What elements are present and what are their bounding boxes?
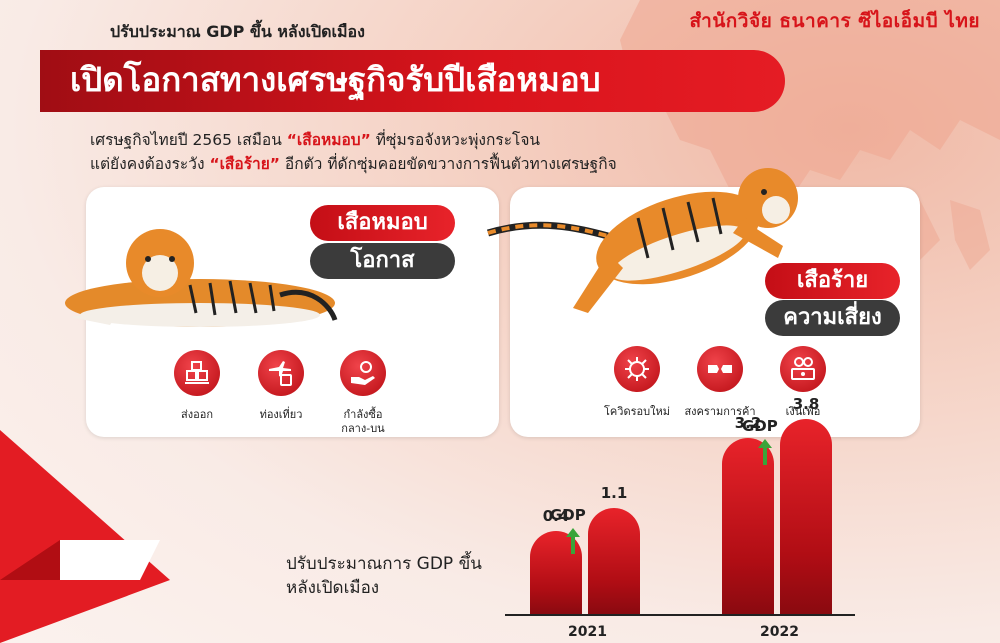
intro-line-1-a: เศรษฐกิจไทยปี 2565 เสมือน	[90, 131, 287, 149]
intro-line-2: แต่ยังคงต้องระวัง “เสือร้าย” อีกตัว ที่ด…	[90, 152, 617, 176]
intro-text: เศรษฐกิจไทยปี 2565 เสมือน “เสือหมอบ” ที่…	[90, 128, 617, 176]
money-inflation-icon	[780, 346, 826, 392]
chart-note-line-1: ปรับประมาณการ GDP ขึ้น	[286, 554, 482, 574]
leaping-tiger-illustration	[486, 168, 798, 313]
intro-line-2-b: อีกตัว ที่ดักซุ่มคอยขัดขวางการฟื้นตัวทาง…	[280, 155, 617, 173]
tag-opportunity: โอกาส	[310, 243, 455, 279]
intro-line-2-a: แต่ยังคงต้องระวัง	[90, 155, 210, 173]
up-arrow-icon	[566, 527, 580, 554]
year-label-2022: 2022	[760, 624, 799, 640]
chart-note-line-2: หลังเปิดเมือง	[286, 578, 380, 598]
tag-fierce-tiger: เสือร้าย	[765, 263, 900, 299]
gdp-label-2021: GDP	[550, 505, 586, 524]
page-title: เปิดโอกาสทางเศรษฐกิจรับปีเสือหมอบ	[70, 60, 601, 99]
label-export: ส่งออก	[181, 408, 213, 421]
hand-coins-icon	[340, 350, 386, 396]
brand-text: สำนักวิจัย ธนาคาร ซีไอเอ็มบี ไทย	[689, 10, 980, 32]
label-inflation: เงินเฟ้อ	[785, 405, 821, 418]
chart-note: ปรับประมาณการ GDP ขึ้น หลังเปิดเมือง	[286, 552, 482, 600]
value-label-before-2022: 3.2	[734, 414, 762, 433]
bar-before-2022	[722, 438, 774, 614]
virus-icon	[614, 346, 660, 392]
crouching-tiger-illustration	[65, 229, 338, 327]
bar-after-2021	[588, 507, 640, 614]
year-label-2021: 2021	[568, 624, 607, 640]
export-boxes-icon	[174, 350, 220, 396]
intro-line-1: เศรษฐกิจไทยปี 2565 เสมือน “เสือหมอบ” ที่…	[90, 128, 617, 152]
corner-arrow-decoration	[0, 430, 170, 643]
bar-after-2022	[780, 418, 832, 614]
label-tourism: ท่องเที่ยว	[259, 408, 303, 421]
intro-highlight-crouching-tiger: “เสือหมอบ”	[286, 131, 371, 149]
tourism-plane-luggage-icon	[258, 350, 304, 396]
value-label-after-2022: 3.8	[792, 394, 820, 413]
up-arrow-icon	[758, 438, 772, 465]
subtitle: ปรับประมาณ GDP ขึ้น หลังเปิดเมือง	[110, 22, 365, 41]
intro-highlight-fierce-tiger: “เสือร้าย”	[209, 155, 280, 173]
intro-line-1-b: ที่ซุ่มรอจังหวะพุ่งกระโจน	[370, 131, 541, 149]
value-label-before-2021: 0.4	[542, 506, 570, 525]
label-trade-war: สงครามการค้า	[684, 405, 756, 418]
label-purchasing-power: กำลังซื้อ กลาง-บน	[341, 408, 385, 435]
title-banner	[40, 50, 785, 112]
label-new-covid-wave: โควิดรอบใหม่	[604, 405, 670, 418]
trade-war-icon	[697, 346, 743, 392]
value-label-after-2021: 1.1	[600, 483, 628, 502]
tag-crouching-tiger: เสือหมอบ	[310, 205, 455, 241]
tag-risk: ความเสี่ยง	[765, 300, 900, 336]
chart-baseline	[505, 614, 855, 616]
gdp-label-2022: GDP	[742, 416, 778, 435]
